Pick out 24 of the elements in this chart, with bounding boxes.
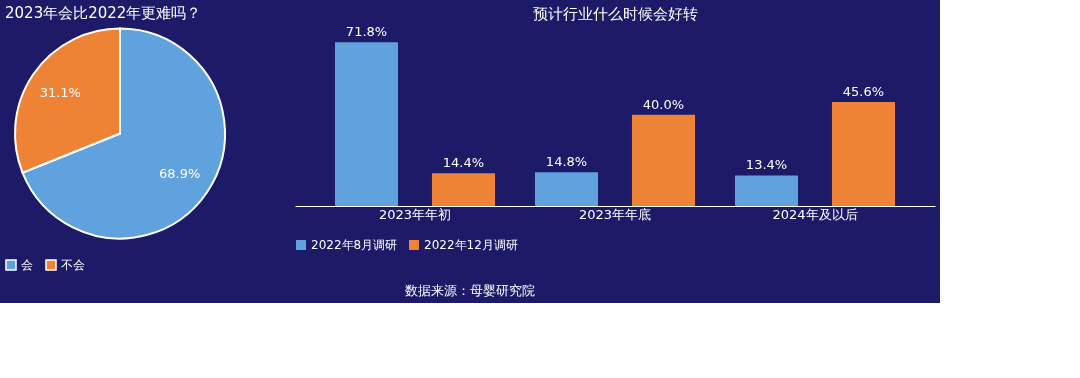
chart-title: 2023年会比2022年更难吗？ [5,3,202,22]
data-label: 31.1% [39,85,81,101]
data-label: 14.4% [442,155,485,171]
legend-label: 2022年8月调研 [311,238,398,252]
x-tick-label: 2023年年初 [378,206,452,222]
data-label: 13.4% [745,157,788,173]
data-label: 14.8% [545,154,588,170]
x-tick-label: 2024年及以后 [772,206,858,222]
x-tick-label: 2023年年底 [578,206,652,222]
legend-label: 2022年12月调研 [424,238,518,252]
bar [535,172,599,206]
data-label: 45.6% [842,84,885,100]
legend-label: 会 [21,258,33,272]
data-label: 71.8% [345,24,388,40]
data-label: 68.9% [159,165,201,181]
chart-title: 预计行业什么时候会好转 [532,5,698,23]
legend-label: 不会 [61,258,85,272]
bar [735,175,799,206]
data-label: 40.0% [642,96,685,112]
bar [631,114,695,206]
source-note: 数据来源：母婴研究院 [405,283,535,298]
bar [831,102,895,206]
bar [335,42,399,206]
bar [431,173,495,206]
